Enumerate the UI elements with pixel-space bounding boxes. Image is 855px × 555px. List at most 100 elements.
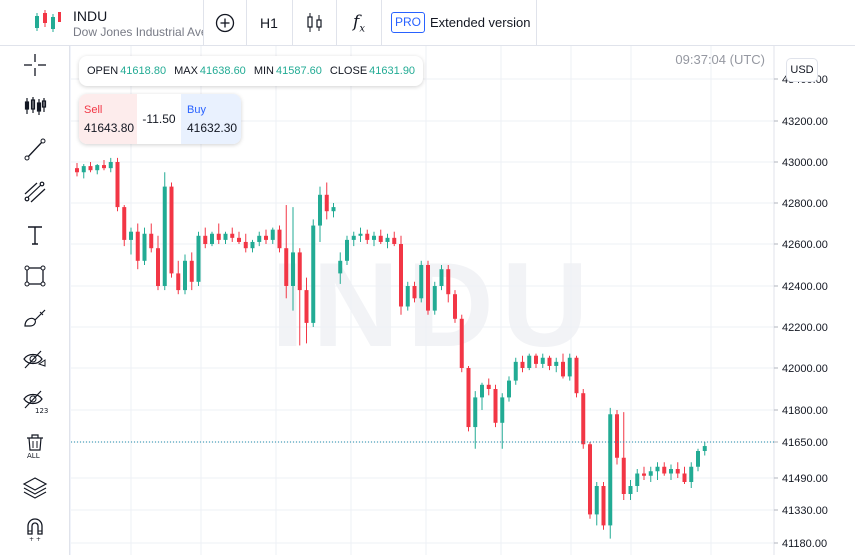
candle-body (574, 357, 579, 394)
crosshair-tool[interactable] (22, 52, 48, 78)
pro-badge[interactable]: PRO (391, 12, 426, 33)
magnet-icon: + + (27, 518, 43, 542)
candle-body (540, 357, 545, 364)
symbol-description: Dow Jones Industrial Average (73, 25, 203, 39)
candle-body (129, 231, 133, 240)
candle-body (311, 225, 316, 323)
candle-body (345, 239, 349, 261)
brush-tool[interactable] (22, 305, 48, 331)
rectangle-icon (24, 265, 46, 287)
candle-body (392, 237, 397, 244)
candle-body (115, 162, 120, 208)
candle-body (297, 252, 302, 291)
rectangle-tool[interactable] (22, 263, 48, 289)
candle-body (372, 235, 376, 240)
candle-body (331, 207, 336, 212)
svg-text:+ +: + + (29, 536, 41, 542)
close-label: CLOSE (329, 65, 368, 77)
candle-body (432, 286, 437, 311)
layers-tool[interactable] (22, 474, 48, 500)
buy-label: Buy (187, 104, 206, 116)
candle-body (169, 186, 174, 274)
timeframe-button[interactable]: H1 (260, 15, 278, 31)
toolbar-divider (381, 0, 382, 46)
candle-body (365, 233, 370, 240)
candle-body (453, 294, 457, 319)
magnet-tool[interactable]: + + (22, 516, 48, 542)
candle-body (500, 397, 505, 423)
symbol-name: INDU (73, 8, 108, 24)
hide-markers-tool[interactable]: 123 (22, 389, 48, 415)
price-tick-label: 43200.00 (782, 116, 828, 128)
candle-body (277, 229, 282, 249)
compare-symbol-button[interactable] (211, 8, 239, 38)
candles-icon (307, 13, 322, 32)
candle-body (655, 466, 660, 472)
function-icon: fx (353, 11, 365, 35)
price-tick-label: 42800.00 (782, 198, 828, 210)
fib-tool[interactable] (22, 179, 48, 205)
candle-body (594, 486, 599, 515)
candle-body (439, 269, 444, 286)
text-icon (28, 226, 42, 245)
candle-body (189, 260, 194, 282)
candle-body (520, 361, 525, 368)
price-tick-label: 41180.00 (782, 538, 827, 550)
indicators-button[interactable]: fx (344, 8, 374, 38)
toolbar-divider (536, 0, 537, 46)
candle-body (196, 235, 201, 282)
candle-body (338, 260, 343, 274)
candle-body (257, 235, 262, 242)
trade-panel: Sell 41643.80 -11.50 Buy 41632.30 (79, 94, 241, 144)
buy-button[interactable]: Buy 41632.30 (181, 94, 241, 144)
sell-price: 41643.80 (84, 121, 135, 135)
sell-button[interactable]: Sell 41643.80 (79, 94, 137, 144)
candle-body (682, 473, 687, 482)
delete-all-tool[interactable]: ALL (22, 433, 48, 459)
candle-body (405, 286, 410, 307)
candle-body (608, 414, 613, 526)
candle-body (648, 471, 653, 476)
candle-body (108, 162, 113, 169)
text-tool[interactable] (22, 222, 48, 248)
currency-button[interactable]: USD (786, 58, 818, 82)
candle-body (75, 168, 79, 173)
candle-body (81, 166, 86, 173)
indicators-icon (24, 97, 47, 115)
drawing-toolbar: 123 ALL + + (0, 46, 70, 555)
candle-body (675, 469, 680, 474)
candle-body (412, 286, 417, 299)
hide-drawings-tool[interactable] (22, 347, 48, 373)
candle-body (419, 265, 424, 299)
candle-body (149, 233, 154, 249)
toolbar-divider (336, 0, 337, 46)
candle-body (176, 273, 181, 291)
sell-label: Sell (84, 104, 103, 116)
candle-body (378, 235, 383, 242)
symbol-selector[interactable]: INDU Dow Jones Industrial Average (32, 6, 203, 40)
server-clock: 09:37:04 (UTC) (675, 52, 765, 67)
plus-circle-icon (215, 13, 235, 33)
indicators-tool[interactable] (22, 93, 48, 119)
brush-icon (24, 309, 46, 327)
candle-body (264, 235, 268, 240)
toolbar-divider (203, 0, 204, 46)
candle-body (642, 473, 646, 476)
chart-area[interactable]: INDU 43400.0043200.0043000.0042800.00426… (71, 46, 855, 555)
candle-body (142, 233, 147, 261)
buy-price: 41632.30 (187, 121, 238, 135)
candle-body (615, 414, 619, 458)
candle-body (480, 384, 484, 398)
price-tick-label: 42600.00 (782, 239, 828, 251)
chart-type-button[interactable] (301, 8, 329, 38)
trend-line-tool[interactable] (22, 136, 48, 162)
candle-body (507, 380, 511, 398)
candle-body (88, 166, 93, 171)
candle-body (216, 233, 221, 240)
extended-version-link[interactable]: Extended version (430, 15, 531, 30)
candle-body (318, 194, 322, 226)
candle-body (513, 361, 518, 381)
candle-body (203, 235, 208, 244)
candle-body (486, 384, 491, 389)
candle-body (250, 241, 255, 249)
